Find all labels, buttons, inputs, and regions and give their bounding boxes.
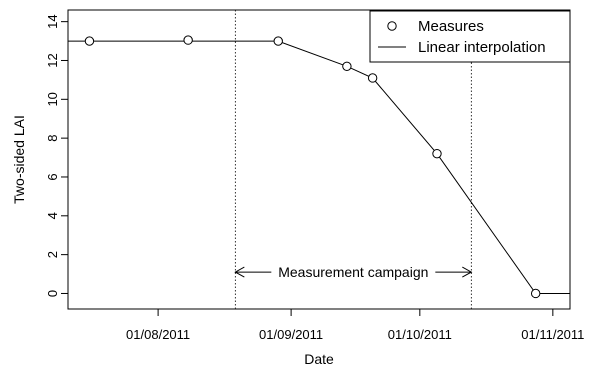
campaign-label: Measurement campaign [278, 264, 428, 280]
measure-point [530, 288, 541, 299]
x-tick-label: 01/08/2011 [126, 327, 190, 342]
interpolation-line [68, 40, 570, 294]
measure-point [367, 73, 378, 83]
legend-label: Measures [418, 18, 484, 35]
legend-label: Linear interpolation [418, 39, 546, 56]
measure-point [84, 36, 95, 46]
plot-frame [67, 9, 571, 310]
legend-marker-measures [387, 21, 397, 31]
y-tick-label: 8 [45, 135, 60, 142]
x-tick-label: 01/09/2011 [259, 327, 323, 342]
x-tick-label: 01/10/2011 [388, 327, 452, 342]
measure-point [432, 148, 442, 159]
y-tick-label: 0 [45, 290, 60, 297]
measure-point [183, 35, 193, 45]
y-tick-label: 14 [45, 14, 60, 28]
plot-area: 0 2 4 6 8 10 12 14 01/08/2011 01/09/2011 01/10/201… [45, 9, 584, 342]
y-tick-label: 10 [45, 92, 60, 106]
measure-point [273, 36, 283, 46]
y-tick-label: 4 [45, 212, 60, 219]
x-tick-label: 01/11/2011 [521, 327, 584, 342]
y-tick-label: 2 [45, 251, 60, 258]
campaign-arrow-right-head [462, 266, 473, 278]
campaign-arrow-left-head [234, 266, 245, 278]
y-tick-label: 12 [45, 53, 60, 67]
measure-point [342, 61, 352, 72]
y-tick-label: 6 [45, 173, 60, 180]
x-axis-title: Date [304, 351, 334, 367]
y-axis-title: Two-sided LAI [11, 115, 27, 204]
legend-box [369, 10, 571, 63]
